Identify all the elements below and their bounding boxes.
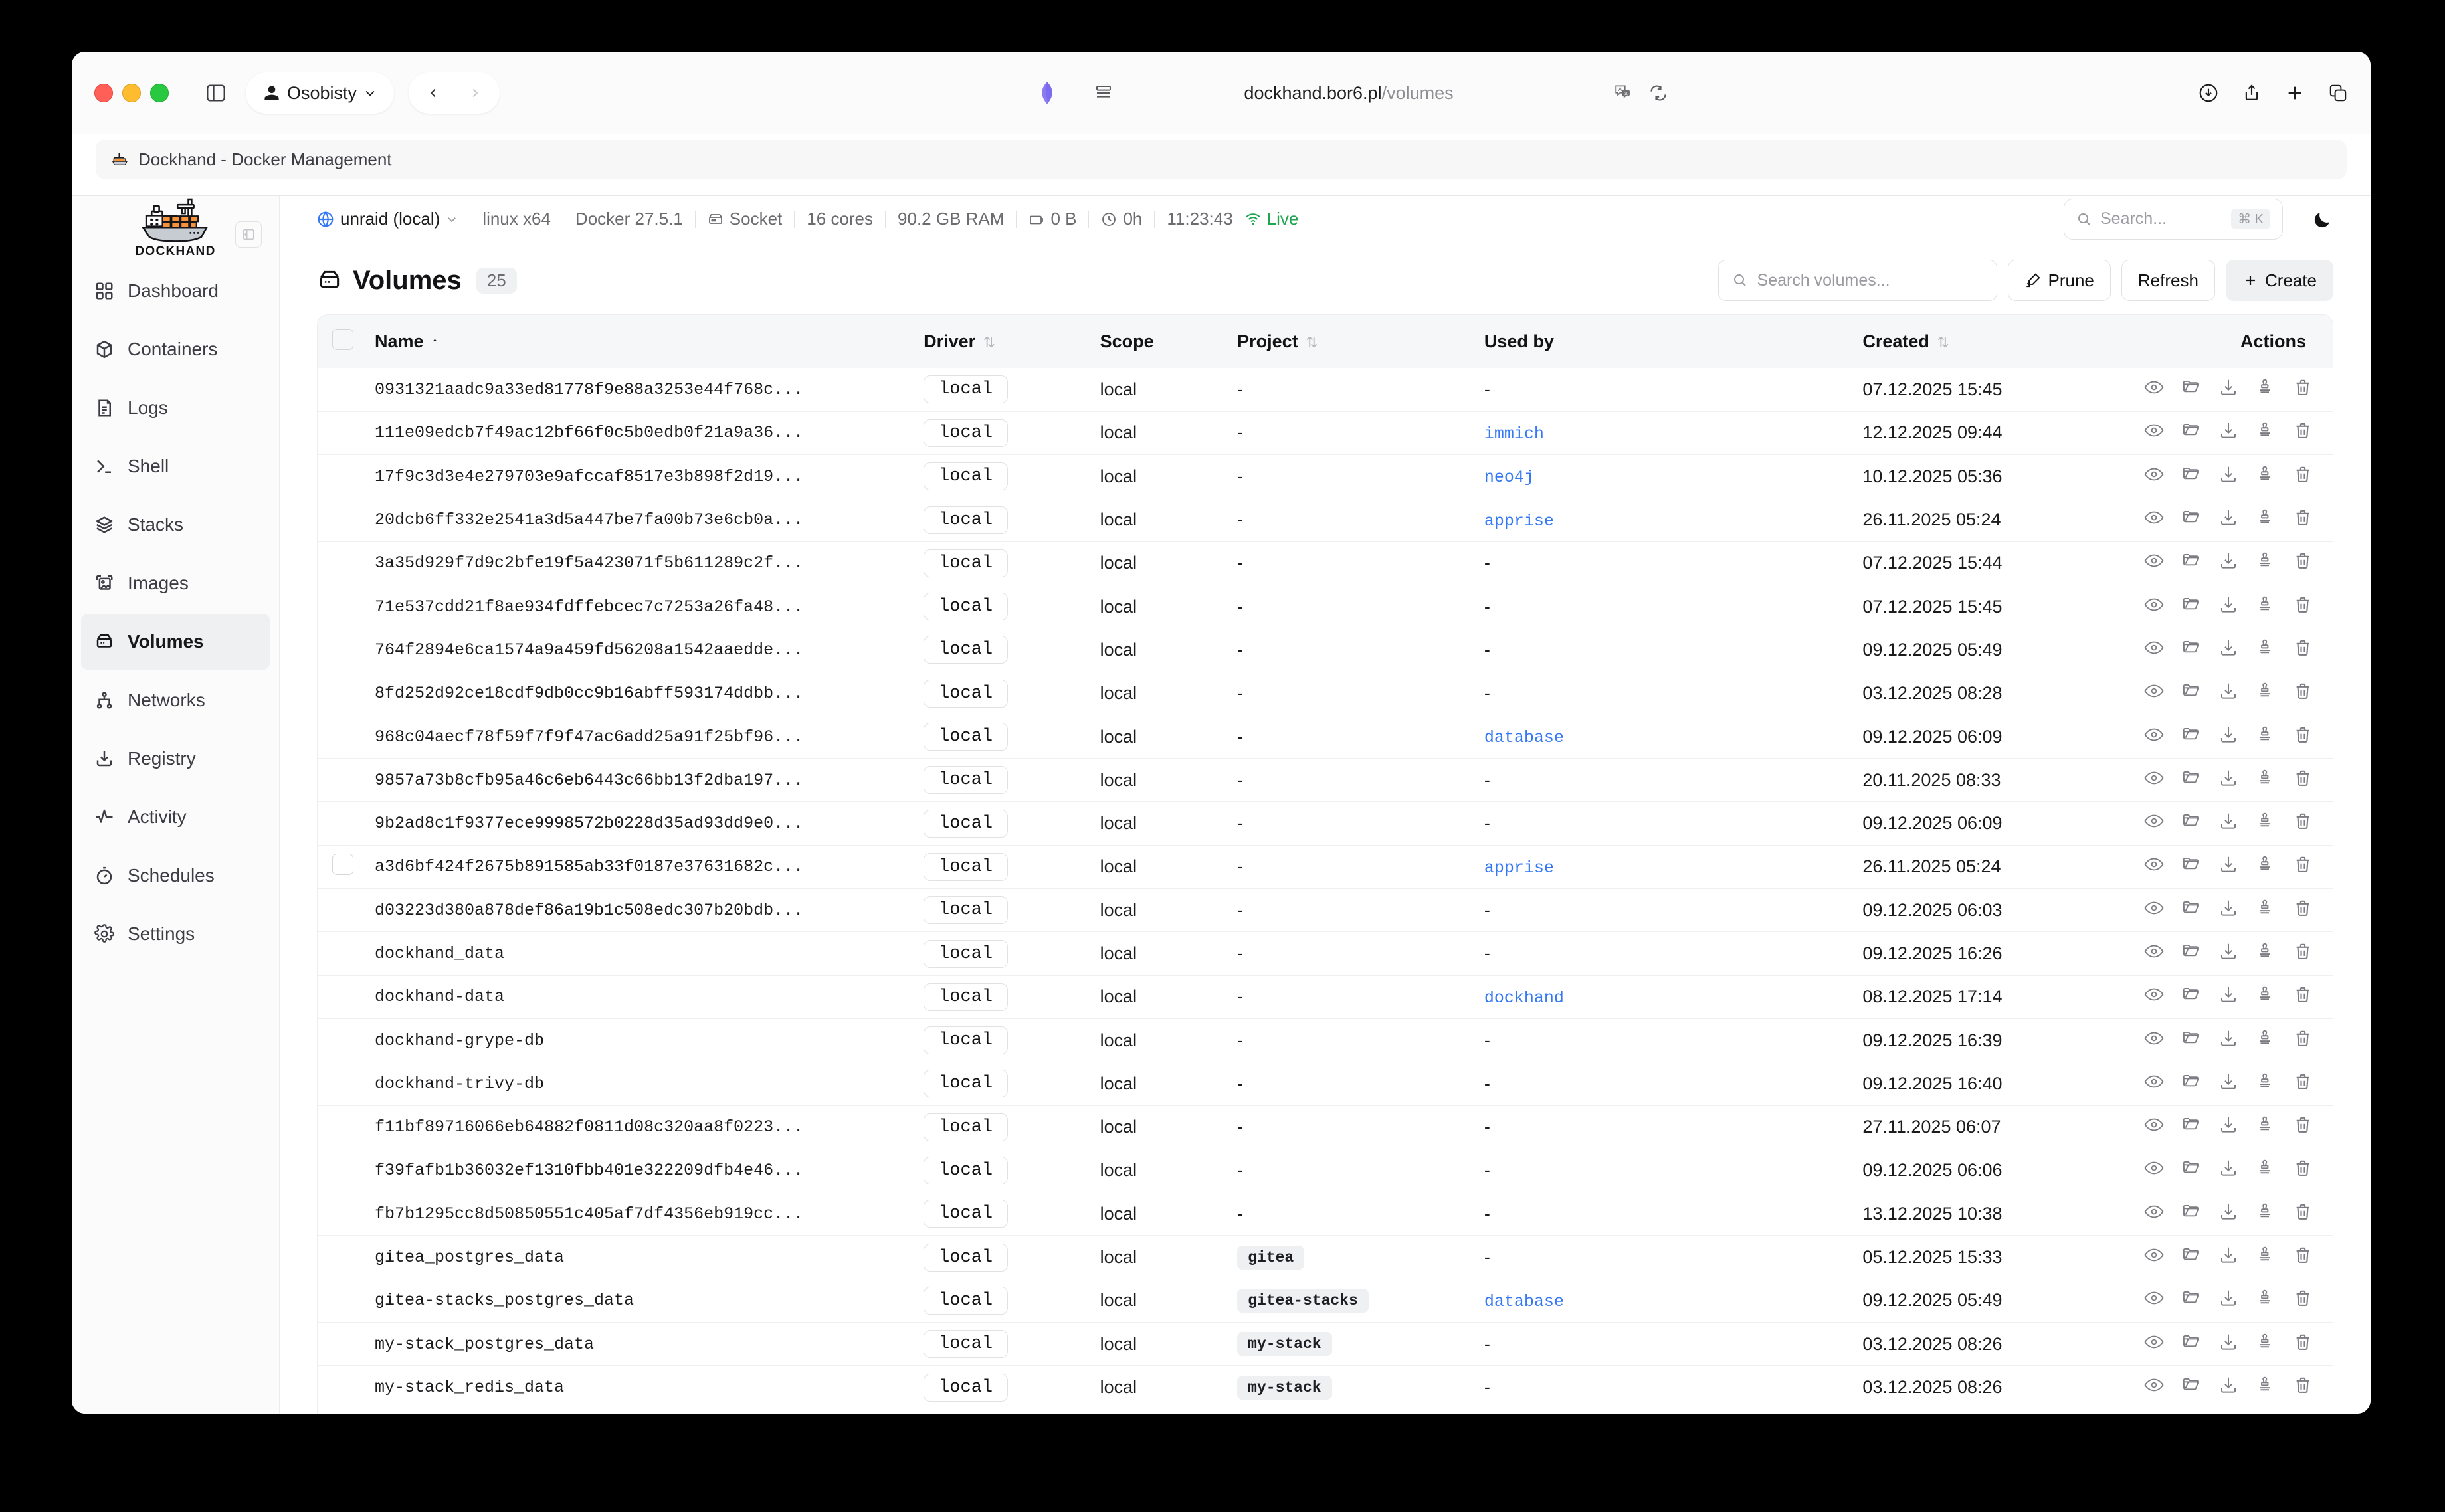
svg-text:A: A: [1618, 86, 1622, 92]
svg-text:文: 文: [1624, 90, 1628, 96]
